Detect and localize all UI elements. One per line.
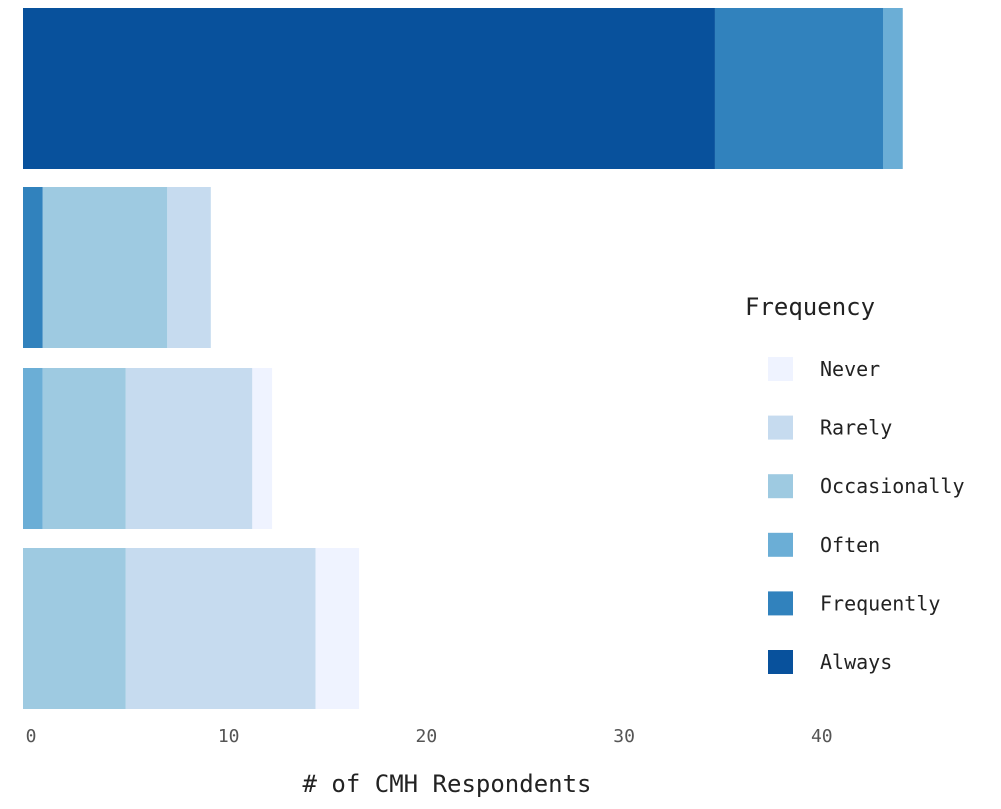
bar-segment-rarely-row-4 [125,548,316,709]
bar-segment-often-row-3 [23,368,43,529]
bar-segment-frequently-row-1 [714,8,883,169]
x-axis-title: # of CMH Respondents [303,770,592,798]
bar-segment-rarely-row-2 [167,187,211,348]
x-tick-label-30: 30 [613,726,635,747]
bar-segment-never-row-3 [252,368,273,529]
legend-title: Frequency [745,293,875,321]
legend-swatch-frequently [768,591,793,616]
x-tick-label-10: 10 [218,726,240,747]
bar-segment-occasionally-row-4 [23,548,126,709]
legend-label-often: Often [820,533,880,557]
legend: Frequency Never Rarely Occasionally Often Fr… [745,293,965,674]
legend-label-rarely: Rarely [820,416,892,440]
bar-segment-rarely-row-3 [125,368,253,529]
legend-label-always: Always [820,650,892,674]
legend-swatch-often [768,532,793,557]
legend-label-frequently: Frequently [820,591,940,615]
legend-swatch-never [768,357,793,381]
bar-segment-never-row-4 [315,548,360,709]
legend-label-never: Never [820,357,880,381]
bar-segment-always-row-1 [23,8,715,169]
bar-segment-occasionally-row-3 [42,368,126,529]
x-tick-label-20: 20 [416,726,438,747]
bar-segment-frequently-row-2 [23,187,43,348]
x-axis-ticks: 0 10 20 30 40 [26,726,833,747]
bar-segment-occasionally-row-2 [42,187,168,348]
legend-swatch-always [768,650,793,674]
legend-swatch-occasionally [768,474,793,499]
legend-label-occasionally: Occasionally [820,474,965,498]
bar-segment-often-row-1 [882,8,903,169]
x-tick-label-40: 40 [811,726,833,747]
x-tick-label-0: 0 [26,726,37,747]
bars-layer [23,8,903,709]
legend-swatch-rarely [768,415,793,440]
